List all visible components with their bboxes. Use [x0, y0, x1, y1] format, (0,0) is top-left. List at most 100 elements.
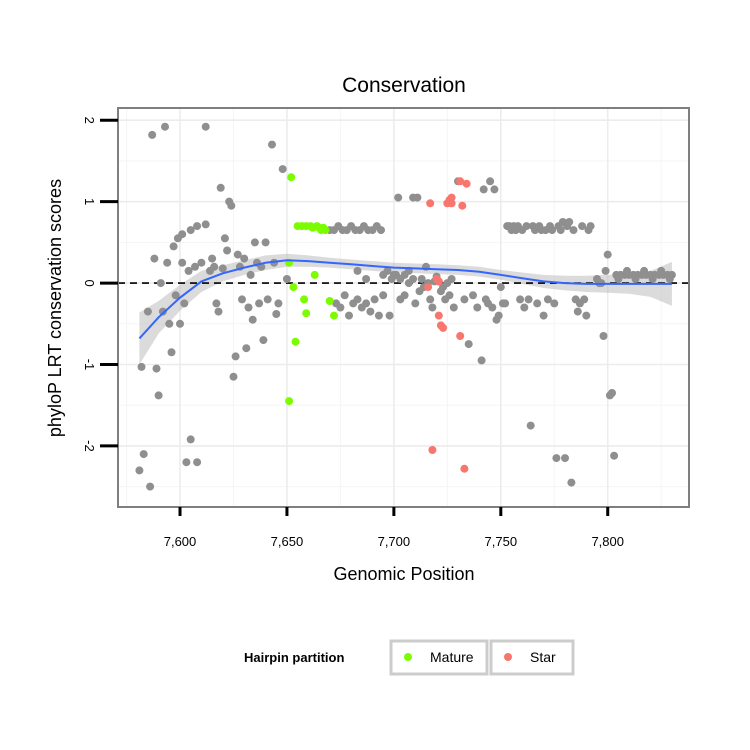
point-other — [586, 222, 595, 231]
point-other — [201, 122, 210, 131]
point-other — [473, 303, 482, 312]
plot-panel-border — [117, 107, 690, 508]
point-other — [231, 352, 240, 361]
point-other — [362, 299, 371, 308]
point-other — [169, 242, 178, 251]
point-other — [417, 275, 426, 283]
point-other — [278, 165, 287, 174]
point-other — [154, 391, 163, 400]
y-tick-label: 1 — [82, 198, 97, 205]
point-other — [479, 185, 488, 194]
point-other — [208, 254, 217, 263]
point-star — [426, 199, 435, 208]
point-other — [608, 389, 616, 397]
point-other — [488, 303, 497, 312]
point-other — [494, 311, 503, 320]
point-star — [424, 283, 433, 292]
point-other — [610, 451, 619, 460]
point-star — [447, 193, 456, 202]
point-other — [640, 266, 649, 275]
point-other — [261, 238, 270, 247]
point-other — [552, 454, 561, 463]
point-other — [227, 201, 236, 210]
point-other — [580, 295, 589, 304]
x-tick-label: 7,600 — [164, 534, 197, 549]
point-other — [565, 218, 574, 226]
point-other — [186, 435, 195, 444]
point-other — [665, 275, 674, 283]
point-other — [648, 275, 657, 283]
point-other — [569, 226, 578, 235]
point-other — [193, 222, 202, 231]
point-other — [447, 275, 456, 283]
point-other — [135, 466, 144, 475]
point-other — [603, 250, 612, 259]
x-tick-label: 7,800 — [591, 534, 624, 549]
y-tick-label: -2 — [82, 440, 97, 452]
point-other — [526, 421, 535, 430]
point-other — [336, 303, 345, 312]
point-other — [197, 258, 206, 267]
point-other — [377, 226, 385, 235]
point-star — [434, 277, 443, 286]
point-other — [146, 482, 155, 491]
point-star — [458, 201, 467, 210]
point-other — [353, 266, 362, 275]
point-mature — [321, 226, 330, 235]
x-tick-label: 7,700 — [378, 534, 411, 549]
point-other — [165, 319, 174, 328]
point-other — [150, 254, 159, 263]
point-other — [524, 295, 533, 304]
smooth-fit-line — [138, 259, 672, 340]
point-other — [362, 275, 371, 283]
point-other — [567, 478, 576, 487]
x-axis-title: Genomic Position — [333, 564, 474, 584]
point-other — [171, 291, 180, 300]
point-star — [456, 332, 465, 340]
point-other — [193, 458, 202, 467]
point-other — [255, 299, 264, 308]
point-other — [233, 250, 242, 259]
x-axis: 7,600 7,650 7,700 7,750 7,800 — [164, 507, 624, 549]
point-other — [657, 266, 666, 275]
point-other — [180, 299, 189, 308]
legend-label-star: Star — [530, 649, 556, 665]
point-other — [218, 264, 227, 273]
point-other — [623, 266, 631, 275]
point-other — [139, 450, 148, 459]
point-other — [522, 222, 531, 231]
point-other — [428, 303, 437, 312]
point-other — [614, 275, 623, 283]
point-other — [250, 238, 259, 247]
point-other — [158, 307, 167, 316]
point-other — [210, 262, 219, 271]
point-other — [501, 299, 510, 308]
point-other — [374, 311, 383, 320]
point-star — [447, 199, 456, 208]
point-other — [152, 364, 161, 373]
legend-title: Hairpin partition — [244, 650, 344, 665]
point-other — [578, 222, 587, 231]
point-other — [178, 258, 187, 267]
point-other — [201, 220, 210, 229]
point-other — [413, 193, 422, 202]
point-other — [143, 307, 152, 316]
plot-panel — [118, 108, 689, 507]
point-other — [496, 283, 505, 292]
point-mature — [325, 297, 334, 305]
point-other — [282, 275, 291, 283]
point-mature — [289, 283, 298, 292]
point-other — [561, 454, 569, 463]
point-other — [184, 266, 193, 275]
point-other — [353, 295, 362, 304]
point-other — [259, 336, 268, 345]
point-other — [449, 303, 458, 312]
point-other — [156, 279, 165, 288]
point-other — [426, 295, 435, 304]
point-other — [520, 303, 529, 312]
point-star — [462, 179, 471, 188]
point-other — [246, 270, 255, 279]
legend-key-mature — [404, 653, 412, 661]
point-other — [445, 291, 454, 300]
legend-label-mature: Mature — [430, 649, 474, 665]
